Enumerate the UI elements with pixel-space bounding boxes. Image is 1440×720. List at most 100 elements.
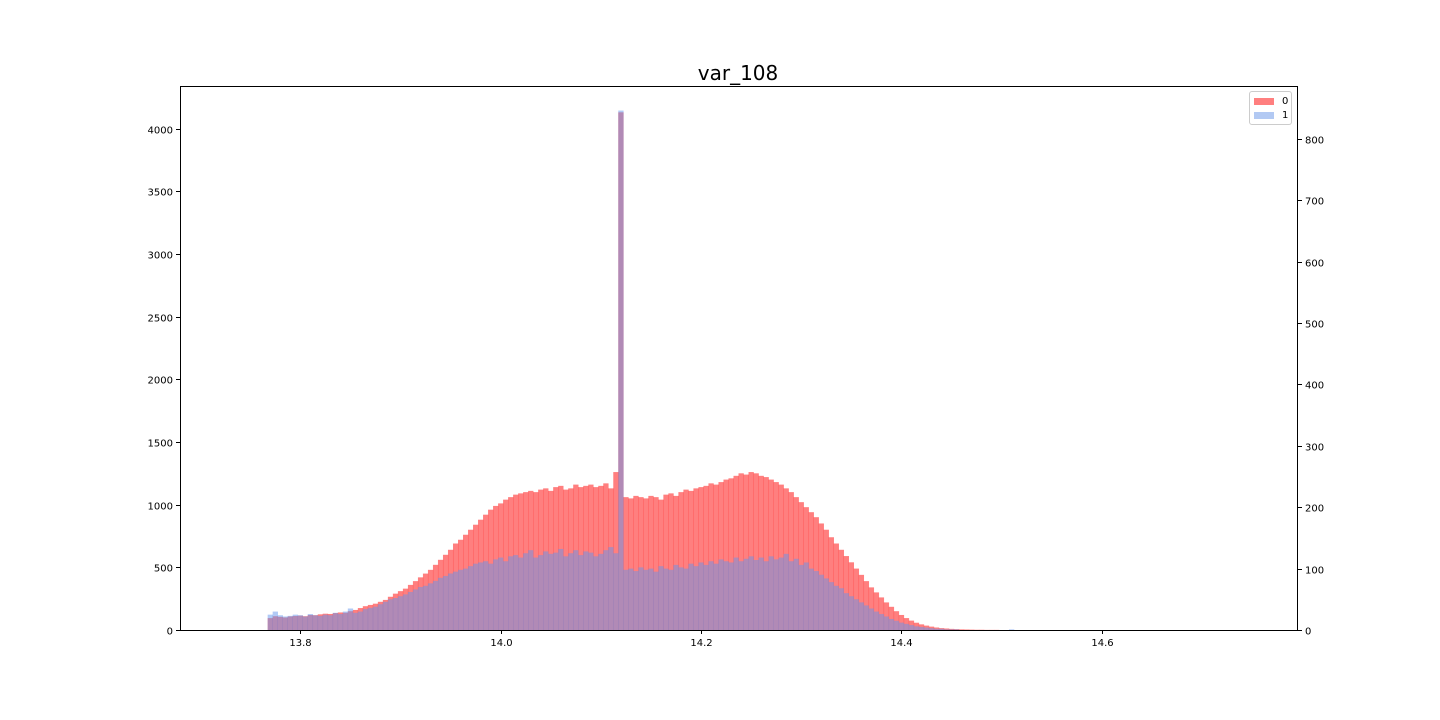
histogram-bar bbox=[573, 550, 579, 630]
histogram-bar bbox=[773, 482, 779, 630]
histogram-bar bbox=[773, 559, 779, 630]
histogram-bar bbox=[763, 477, 769, 630]
histogram-bar bbox=[352, 612, 359, 630]
tick-label: 0 bbox=[1305, 627, 1311, 638]
histogram-bar bbox=[317, 615, 324, 630]
histogram-bar bbox=[538, 555, 544, 630]
tick-label: 13.8 bbox=[289, 638, 311, 649]
histogram-bar bbox=[578, 555, 584, 630]
histogram-bar bbox=[478, 562, 484, 630]
x-axis-ticks: 13.8 14.0 14.2 14.4 14.6 bbox=[289, 630, 1114, 649]
histogram-bar bbox=[432, 580, 439, 630]
histogram-bar bbox=[347, 608, 354, 630]
histogram-bar bbox=[1008, 629, 1015, 630]
histogram-bar bbox=[282, 616, 288, 630]
histogram-bar bbox=[312, 615, 319, 630]
histogram-bar bbox=[417, 587, 424, 630]
histogram-bar bbox=[888, 606, 895, 630]
histogram-bar bbox=[798, 564, 804, 630]
legend-label-0: 0 bbox=[1282, 95, 1289, 107]
histogram-bar bbox=[297, 615, 304, 630]
histogram-bar bbox=[928, 628, 935, 630]
histogram-bar bbox=[748, 472, 754, 630]
histogram-bar bbox=[437, 577, 444, 630]
histogram-bar bbox=[833, 585, 839, 630]
histogram-bar bbox=[788, 561, 794, 630]
left-y-axis-ticks: 0 500 1000 1500 2000 2500 3000 3500 4000 bbox=[148, 126, 180, 638]
histogram-bar bbox=[713, 484, 719, 630]
histogram-bar bbox=[893, 620, 900, 630]
histogram-bar bbox=[633, 571, 639, 630]
histogram-bar bbox=[633, 495, 639, 630]
histogram-bar bbox=[277, 615, 283, 630]
histogram-bar bbox=[703, 564, 709, 630]
histogram-bar bbox=[888, 618, 895, 630]
histogram-bar bbox=[493, 559, 499, 630]
histogram-bar bbox=[818, 574, 824, 630]
legend-item-0: 0 bbox=[1254, 95, 1288, 107]
histogram-bar bbox=[678, 492, 684, 630]
tick-label: 0 bbox=[167, 627, 173, 638]
histogram-bar bbox=[598, 553, 604, 630]
histogram-bar bbox=[813, 571, 819, 630]
legend-label-1: 1 bbox=[1282, 109, 1289, 121]
histogram-bar bbox=[748, 556, 754, 630]
histogram-bar bbox=[738, 473, 744, 630]
histogram-bar bbox=[503, 561, 509, 630]
histogram-bar bbox=[372, 606, 379, 630]
histogram-bar bbox=[523, 553, 529, 630]
histogram-bar bbox=[563, 556, 569, 630]
histogram-bar bbox=[943, 629, 950, 630]
histogram-bar bbox=[553, 552, 559, 630]
histogram-bar bbox=[653, 571, 659, 630]
histogram-bar bbox=[743, 558, 749, 630]
tick-label: 2500 bbox=[148, 314, 173, 325]
histogram-bar bbox=[593, 556, 599, 630]
legend-item-1: 1 bbox=[1254, 109, 1288, 121]
histogram-bar bbox=[738, 561, 744, 630]
histogram-bar bbox=[458, 569, 464, 630]
tick-label: 1500 bbox=[148, 439, 173, 450]
histogram-bar bbox=[663, 568, 669, 630]
histogram-bar bbox=[708, 483, 714, 630]
histogram-bar bbox=[588, 552, 594, 630]
histogram-bar bbox=[878, 614, 885, 630]
tick-label: 14.2 bbox=[690, 638, 712, 649]
tick-label: 100 bbox=[1305, 566, 1324, 577]
histogram-bar bbox=[327, 615, 334, 630]
histogram-bar bbox=[362, 609, 369, 630]
histogram-bar bbox=[473, 563, 479, 630]
histogram-bar bbox=[858, 602, 865, 630]
right-y-axis-ticks: 0 100 200 300 400 500 600 700 800 bbox=[1298, 136, 1324, 638]
histogram-bar bbox=[913, 626, 920, 630]
histogram-bar bbox=[668, 493, 674, 630]
histogram-bar bbox=[873, 611, 880, 630]
histogram-bar bbox=[292, 614, 299, 630]
histogram-bar bbox=[648, 495, 654, 630]
histogram-bar bbox=[793, 558, 799, 630]
histogram-bar bbox=[332, 612, 339, 630]
series-1-bars bbox=[267, 110, 1015, 630]
tick-label: 1000 bbox=[148, 502, 173, 513]
histogram-bar bbox=[442, 575, 449, 630]
tick-label: 800 bbox=[1305, 136, 1324, 147]
histogram-bar bbox=[392, 598, 399, 630]
histogram-bar bbox=[868, 608, 875, 630]
tick-label: 14.0 bbox=[490, 638, 512, 649]
histogram-bar bbox=[883, 616, 890, 630]
histogram-bar bbox=[307, 614, 314, 630]
histogram-bar bbox=[713, 563, 719, 630]
histogram-bar bbox=[638, 567, 644, 630]
histogram-bar bbox=[878, 597, 885, 630]
histogram-bar bbox=[382, 601, 389, 630]
histogram-bar bbox=[528, 550, 534, 630]
histogram-bar bbox=[693, 488, 699, 630]
histogram-bar bbox=[648, 568, 654, 630]
series-0-bars bbox=[267, 112, 1000, 630]
tick-label: 3500 bbox=[148, 188, 173, 199]
histogram-bar bbox=[908, 625, 915, 630]
histogram-bar bbox=[287, 615, 293, 630]
tick-label: 500 bbox=[1305, 320, 1324, 331]
histogram-bar bbox=[548, 553, 554, 630]
histogram-bar bbox=[653, 497, 659, 630]
